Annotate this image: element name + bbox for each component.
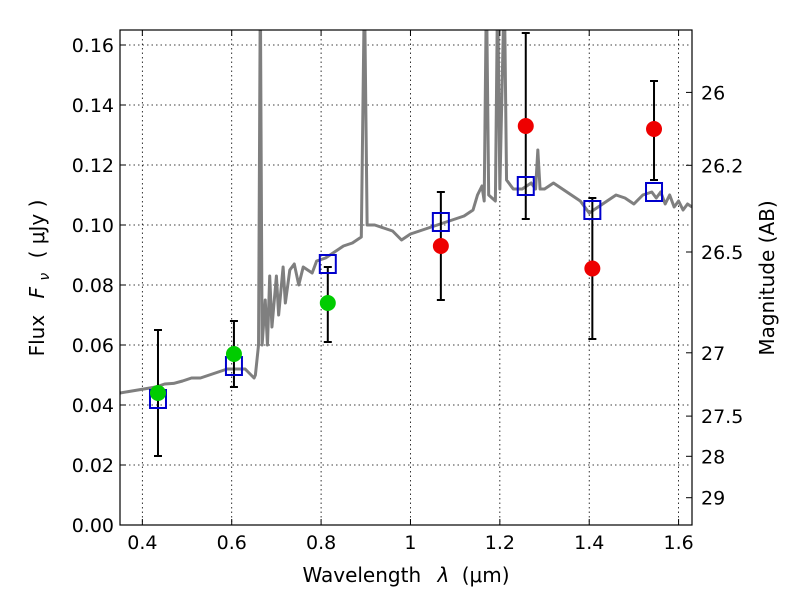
plot-background xyxy=(120,30,692,525)
detection-marker xyxy=(432,238,449,254)
x-axis-title: Wavelength λ (μm) xyxy=(302,563,509,587)
axis-ticks: 0.4 0.6 0.8 1 1.2 1.4 1.6 0.00 0.02 0.04 0.06 0.08 0… xyxy=(72,30,743,554)
detection-marker xyxy=(584,260,601,277)
y2-axis-title: Magnitude (AB) xyxy=(755,200,779,355)
model-square-marker xyxy=(645,182,664,202)
y-axis-title-subscript: ν xyxy=(37,273,53,281)
y-tick-label: 0.02 xyxy=(72,455,114,477)
model-square-marker xyxy=(516,176,535,196)
y-tick-label: 0.10 xyxy=(72,215,114,237)
x-axis-title-symbol: λ xyxy=(437,563,450,587)
upper-limit-marker xyxy=(149,385,166,401)
template-spectrum-line xyxy=(120,30,692,395)
x-tick-label: 0.8 xyxy=(306,532,336,554)
detection-marker xyxy=(646,121,663,137)
y-tick-label: 0.06 xyxy=(72,335,114,357)
model-square-marker xyxy=(583,200,602,220)
y-axis-title-symbol: F xyxy=(25,286,49,298)
y2-tick-label: 27.5 xyxy=(701,406,743,428)
grid xyxy=(120,30,692,526)
x-tick-label: 1.6 xyxy=(663,532,693,554)
upper-limit-marker xyxy=(319,295,336,311)
y-tick-label: 0.08 xyxy=(72,275,114,297)
model-square-marker xyxy=(318,254,337,274)
x-tick-label: 0.4 xyxy=(127,532,157,554)
x-tick-label: 1.4 xyxy=(574,532,604,554)
upper-limit-marker xyxy=(225,346,242,362)
x-axis-title-text: Wavelength xyxy=(302,563,421,587)
plot-frame xyxy=(119,29,693,526)
x-tick-label: 1.2 xyxy=(485,532,515,554)
y2-tick-label: 27 xyxy=(701,343,725,365)
y2-tick-label: 26.5 xyxy=(701,242,743,264)
y2-tick-label: 26 xyxy=(701,82,725,104)
template-spectrum xyxy=(120,30,692,395)
x-tick-label: 0.6 xyxy=(217,532,247,554)
y-axis-title-unit: ( μJy ) xyxy=(25,200,49,259)
detection-marker xyxy=(517,118,534,134)
y-axis-title: Flux F ν ( μJy ) xyxy=(25,200,54,357)
x-axis-title-unit: (μm) xyxy=(462,563,510,587)
y-tick-label: 0.14 xyxy=(72,95,114,117)
data-markers xyxy=(148,118,664,409)
y-axis-title-text: Flux xyxy=(25,315,49,357)
y-tick-label: 0.04 xyxy=(72,395,114,417)
x-tick-label: 1 xyxy=(404,532,416,554)
y-tick-label: 0.00 xyxy=(72,515,114,537)
model-square-marker xyxy=(431,212,450,232)
y2-tick-label: 28 xyxy=(701,446,725,468)
y-tick-label: 0.12 xyxy=(72,155,114,177)
y2-tick-label: 26.2 xyxy=(701,155,743,177)
y-tick-label: 0.16 xyxy=(72,35,114,57)
y2-tick-label: 29 xyxy=(701,488,725,510)
